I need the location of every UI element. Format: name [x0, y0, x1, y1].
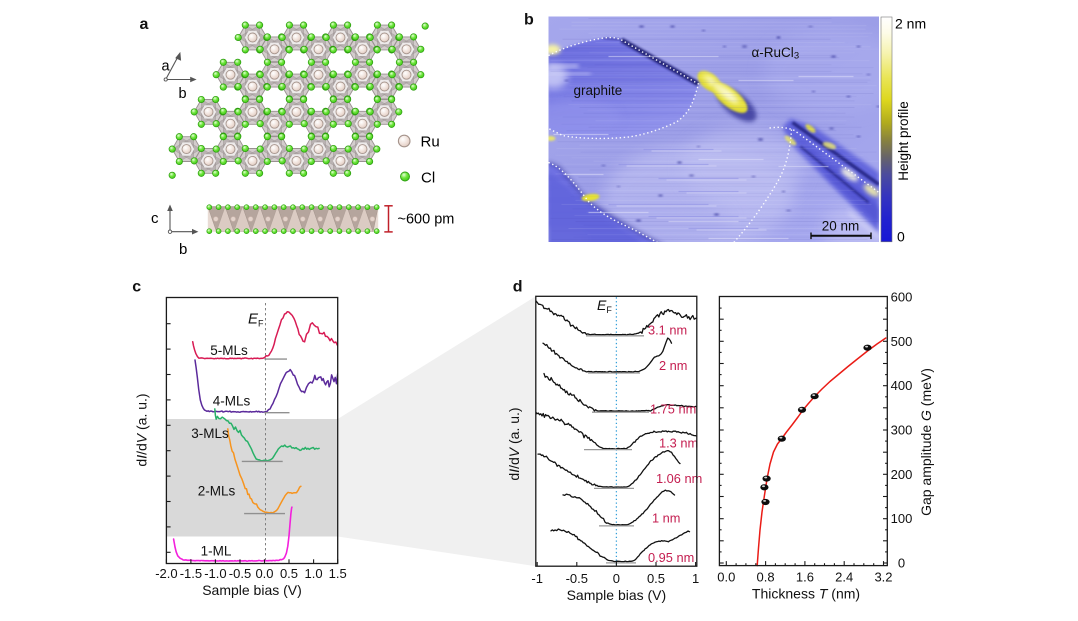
svg-text:200: 200	[891, 467, 913, 482]
svg-text:a: a	[162, 59, 171, 75]
svg-text:-1: -1	[531, 571, 543, 586]
svg-text:-2.0: -2.0	[155, 566, 177, 581]
svg-text:Sample bias (V): Sample bias (V)	[202, 582, 302, 598]
svg-text:300: 300	[891, 423, 913, 438]
svg-text:d: d	[513, 278, 523, 295]
svg-text:500: 500	[891, 334, 913, 349]
svg-text:3-MLs: 3-MLs	[191, 426, 229, 441]
svg-text:0: 0	[897, 229, 905, 245]
svg-text:3.1 nm: 3.1 nm	[648, 323, 687, 338]
svg-text:0.0: 0.0	[255, 566, 273, 581]
svg-text:1.75 nm: 1.75 nm	[650, 402, 696, 417]
svg-text:0.5: 0.5	[647, 571, 665, 586]
svg-text:2 nm: 2 nm	[895, 16, 926, 32]
svg-text:dI/dV (a. u.): dI/dV (a. u.)	[134, 393, 150, 466]
svg-text:c: c	[151, 210, 159, 227]
svg-text:EF: EF	[248, 311, 264, 329]
svg-text:1.6: 1.6	[796, 570, 814, 585]
svg-text:400: 400	[891, 378, 913, 393]
svg-text:dI/dV (a. u.): dI/dV (a. u.)	[506, 407, 522, 480]
svg-text:a: a	[140, 16, 149, 33]
svg-text:b: b	[179, 241, 187, 258]
svg-text:600: 600	[891, 290, 913, 305]
svg-text:c: c	[132, 279, 141, 296]
svg-text:1.06 nm: 1.06 nm	[656, 471, 702, 486]
svg-text:0.8: 0.8	[757, 570, 775, 585]
svg-text:b: b	[524, 12, 534, 29]
svg-text:1.3 nm: 1.3 nm	[659, 436, 698, 451]
svg-text:Sample bias (V): Sample bias (V)	[567, 587, 667, 603]
svg-text:-0.5: -0.5	[566, 571, 588, 586]
svg-text:2-MLs: 2-MLs	[198, 483, 236, 498]
svg-text:-1.5: -1.5	[180, 566, 202, 581]
svg-text:Gap amplitude G (meV): Gap amplitude G (meV)	[918, 368, 934, 516]
svg-text:1: 1	[692, 571, 699, 586]
svg-text:Cl: Cl	[421, 169, 435, 186]
svg-text:b: b	[179, 86, 187, 102]
svg-text:1 nm: 1 nm	[652, 511, 680, 526]
svg-text:0: 0	[613, 571, 620, 586]
svg-text:100: 100	[891, 511, 913, 526]
svg-text:0: 0	[898, 556, 905, 571]
svg-text:20 nm: 20 nm	[822, 219, 860, 234]
svg-text:3.2: 3.2	[874, 570, 892, 585]
svg-text:EF: EF	[597, 297, 612, 315]
svg-text:5-MLs: 5-MLs	[210, 343, 248, 358]
svg-text:α-RuCl3: α-RuCl3	[752, 45, 800, 62]
svg-text:-1.0: -1.0	[204, 566, 226, 581]
svg-text:-0.5: -0.5	[229, 566, 251, 581]
svg-text:1-ML: 1-ML	[201, 543, 232, 558]
svg-text:Height profile: Height profile	[896, 101, 911, 181]
svg-text:graphite: graphite	[574, 83, 623, 98]
svg-text:~600 pm: ~600 pm	[398, 212, 455, 228]
svg-text:0.5: 0.5	[280, 566, 298, 581]
svg-text:0.0: 0.0	[717, 570, 735, 585]
svg-text:0.95 nm: 0.95 nm	[648, 550, 694, 565]
svg-text:2 nm: 2 nm	[659, 358, 687, 373]
svg-text:4-MLs: 4-MLs	[213, 394, 251, 409]
svg-text:1.0: 1.0	[305, 566, 323, 581]
svg-text:2.4: 2.4	[835, 570, 853, 585]
svg-text:1.5: 1.5	[329, 566, 347, 581]
svg-text:Thickness T (nm): Thickness T (nm)	[752, 586, 860, 602]
svg-text:Ru: Ru	[421, 134, 440, 151]
